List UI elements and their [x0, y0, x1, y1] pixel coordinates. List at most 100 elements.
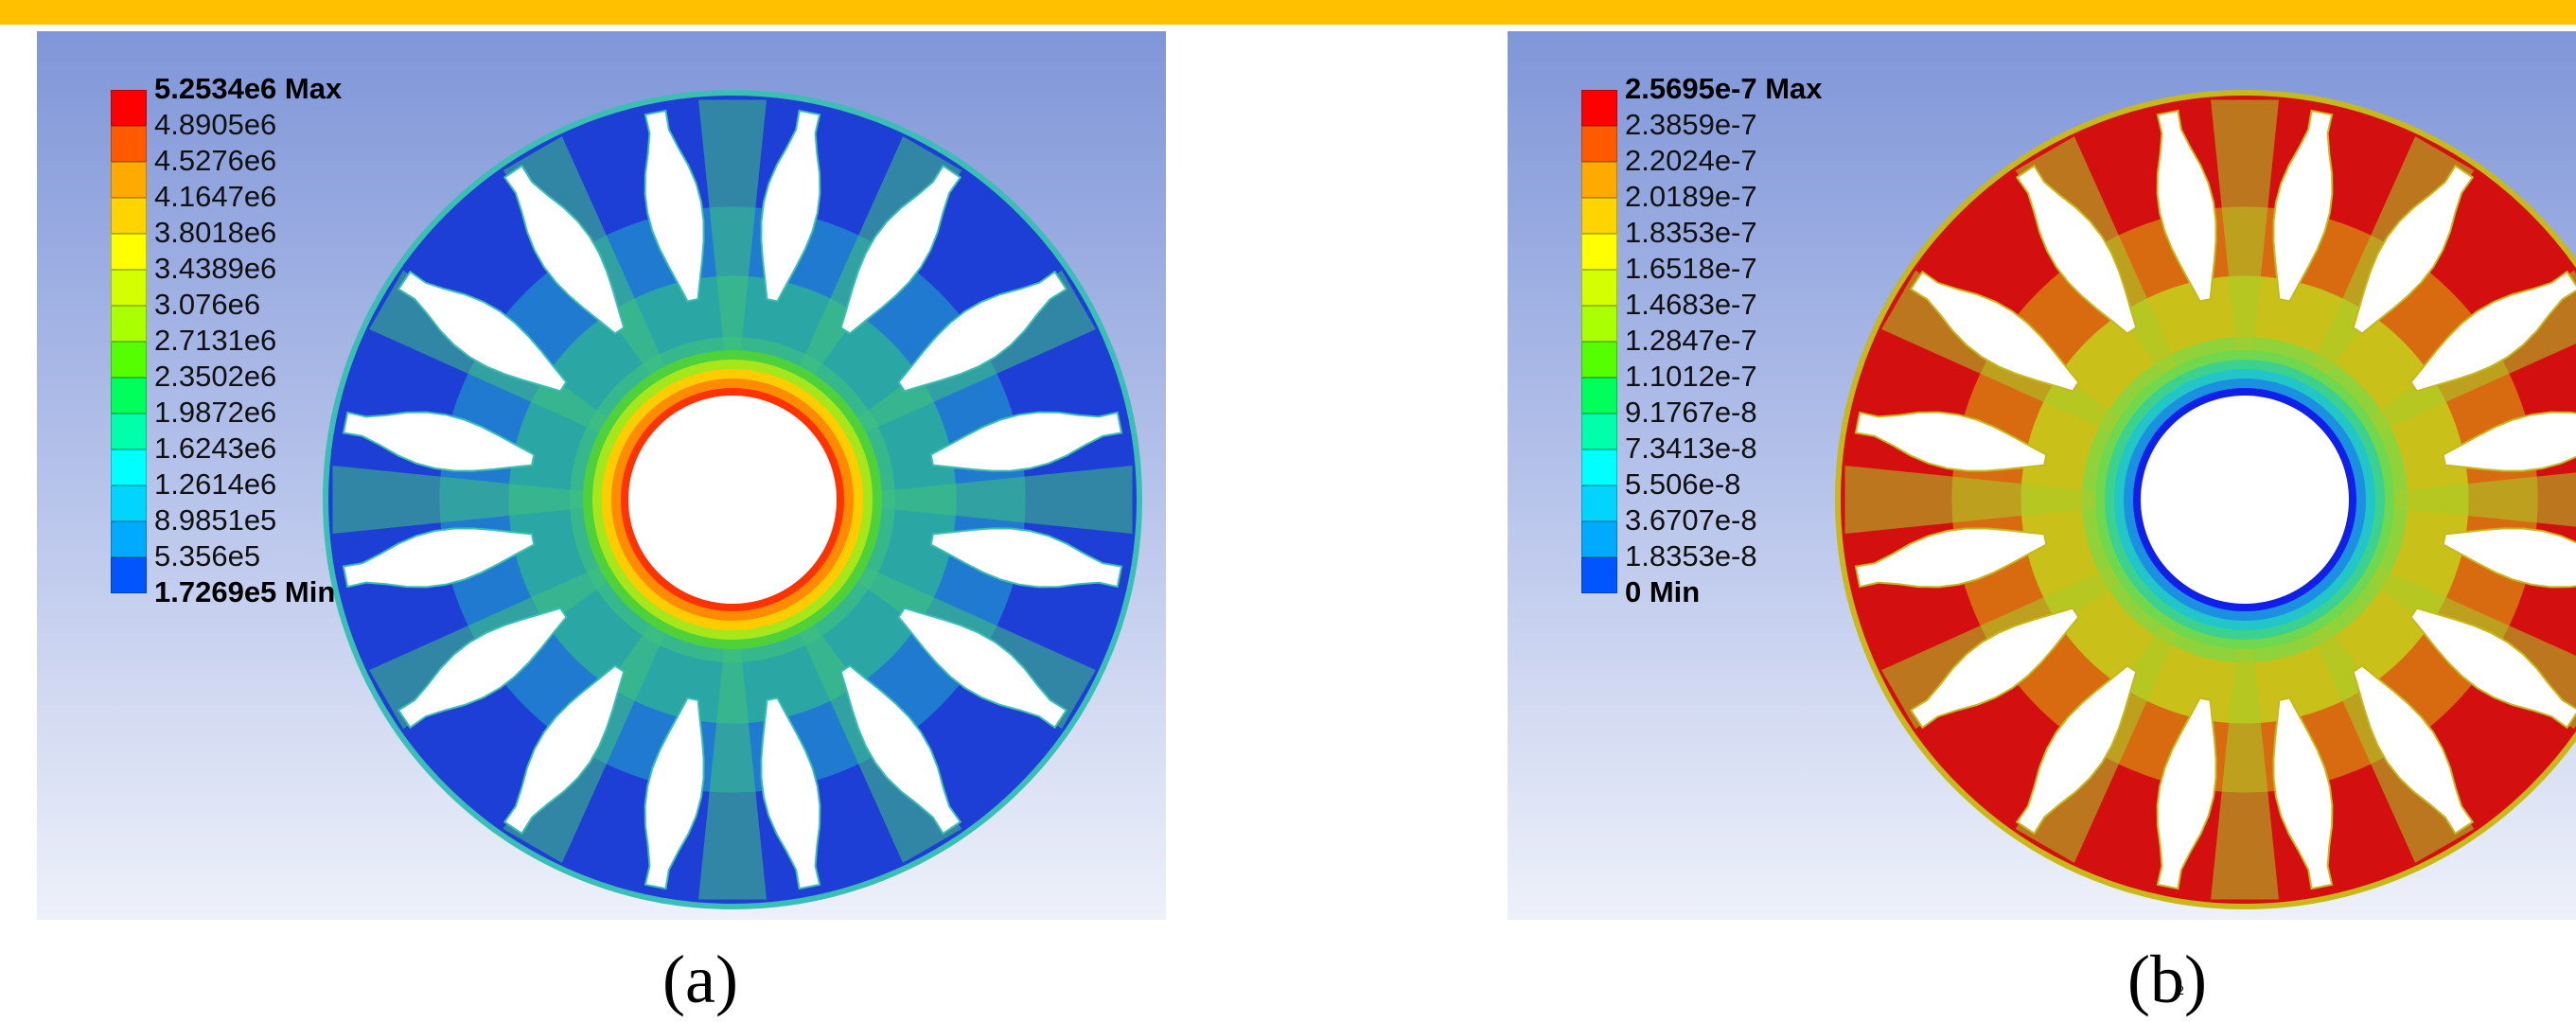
legend-swatch [1581, 126, 1617, 162]
legend-label: 2.2024e-7 [1625, 144, 1757, 177]
legend-label: 1.8353e-7 [1625, 216, 1757, 249]
wheel-cutout [760, 696, 821, 890]
wheel-cutout [760, 109, 821, 303]
legend-label: 1.9872e6 [154, 396, 277, 429]
legend-label: 2.3502e6 [154, 360, 277, 393]
panel-b-wheel-model [1835, 90, 2576, 909]
wheel-cutout [2352, 164, 2475, 335]
wheel-spoke [698, 99, 767, 368]
wheel-cutout [2442, 527, 2576, 589]
legend-swatch [111, 521, 147, 557]
legend-swatch [111, 90, 147, 126]
legend-swatch [1581, 234, 1617, 270]
wheel-center-hole [2141, 396, 2349, 604]
legend-swatch [111, 126, 147, 162]
legend-swatch [111, 270, 147, 306]
wheel-cutout [2156, 696, 2217, 890]
wheel-cutout [2409, 270, 2576, 393]
legend-label: 1.6243e6 [154, 432, 277, 465]
legend-label: 1.2614e6 [154, 467, 277, 501]
legend-label: 4.1647e6 [154, 180, 277, 213]
wheel-cutout [2015, 164, 2138, 335]
wheel-spoke [698, 631, 767, 900]
wheel-cutout [644, 696, 705, 890]
legend-label: 2.3859e-7 [1625, 108, 1757, 141]
caption-a: (a) [662, 942, 738, 1017]
wheel-cutout [1854, 411, 2048, 472]
wheel-cutout [1854, 527, 2048, 589]
top-banner [0, 0, 2576, 25]
legend-label: 1.1012e-7 [1625, 360, 1757, 393]
wheel-cutout [342, 527, 536, 589]
legend-swatch [1581, 414, 1617, 449]
wheel-cutout [2015, 664, 2138, 836]
legend-label: 1.8353e-8 [1625, 539, 1757, 573]
wheel-spoke [332, 466, 601, 534]
wheel-cutout [897, 607, 1068, 730]
panel-a-wheel-model [323, 90, 1142, 909]
legend-label: 1.2847e-7 [1625, 324, 1757, 357]
legend-swatch [1581, 449, 1617, 485]
wheel-spoke [864, 466, 1133, 534]
wheel-cutout [839, 664, 962, 836]
legend-label: 3.4389e6 [154, 252, 277, 285]
legend-swatch [1581, 90, 1617, 126]
legend-swatch [111, 342, 147, 378]
legend-swatch [1581, 342, 1617, 378]
wheel-cutout [1909, 270, 2080, 393]
panel-b-color-legend: 2.5695e-7 Max 2.3859e-7 2.2024e-7 2.0189e-7… [1544, 71, 1941, 752]
legend-label: 5.356e5 [154, 539, 261, 573]
wheel-spoke [2211, 631, 2279, 900]
wheel-cutout [1909, 607, 2080, 730]
legend-swatch [1581, 521, 1617, 557]
legend-label: 1.6518e-7 [1625, 252, 1757, 285]
wheel-cutout [2352, 664, 2475, 836]
legend-label: 5.2534e6 Max [154, 72, 343, 105]
legend-swatch [111, 414, 147, 449]
legend-label: 4.5276e6 [154, 144, 277, 177]
legend-swatch [111, 162, 147, 198]
wheel-cutout [2442, 411, 2576, 472]
legend-swatch [1581, 198, 1617, 234]
legend-label: 2.5695e-7 Max [1625, 72, 1823, 105]
wheel-cutout [397, 270, 568, 393]
wheel-center-hole [628, 396, 837, 604]
wheel-cutout [397, 607, 568, 730]
caption-b-mark: 2 [2178, 984, 2184, 998]
legend-label: 3.6707e-8 [1625, 503, 1757, 537]
legend-label: 8.9851e5 [154, 503, 277, 537]
wheel-cutout [2272, 696, 2334, 890]
legend-label: 4.8905e6 [154, 108, 277, 141]
panel-a-viewport: 5.2534e6 Max 4.8905e6 4.5276e6 4.1647e6 3.80… [37, 31, 1166, 920]
legend-label: 9.1767e-8 [1625, 396, 1757, 429]
wheel-cutout [2409, 607, 2576, 730]
wheel-spoke [1844, 466, 2113, 534]
legend-swatch [111, 485, 147, 521]
wheel-cutout [2156, 109, 2217, 303]
caption-b: (b) [2127, 942, 2207, 1017]
legend-swatch [111, 198, 147, 234]
wheel-cutout [897, 270, 1068, 393]
legend-label: 2.7131e6 [154, 324, 277, 357]
legend-swatch [111, 234, 147, 270]
wheel-spoke [2376, 472, 2576, 527]
panel-a-color-legend: 5.2534e6 Max 4.8905e6 4.5276e6 4.1647e6 3.80… [73, 71, 470, 752]
legend-swatch [1581, 485, 1617, 521]
legend-label: 5.506e-8 [1625, 467, 1741, 501]
wheel-cutout [929, 411, 1123, 472]
legend-swatch [1581, 557, 1617, 593]
legend-swatch [1581, 270, 1617, 306]
legend-swatch [111, 449, 147, 485]
legend-label: 1.7269e5 Min [154, 575, 336, 608]
legend-label: 2.0189e-7 [1625, 180, 1757, 213]
wheel-cutout [342, 411, 536, 472]
legend-swatch [111, 557, 147, 593]
legend-label: 1.4683e-7 [1625, 288, 1757, 321]
legend-label: 0 Min [1625, 575, 1701, 608]
wheel-cutout [644, 109, 705, 303]
legend-label: 7.3413e-8 [1625, 432, 1757, 465]
legend-swatch [1581, 162, 1617, 198]
panel-b-viewport: 2.5695e-7 Max 2.3859e-7 2.2024e-7 2.0189e-7… [1508, 31, 2576, 920]
wheel-cutout [503, 664, 626, 836]
wheel-spoke [2211, 99, 2279, 368]
